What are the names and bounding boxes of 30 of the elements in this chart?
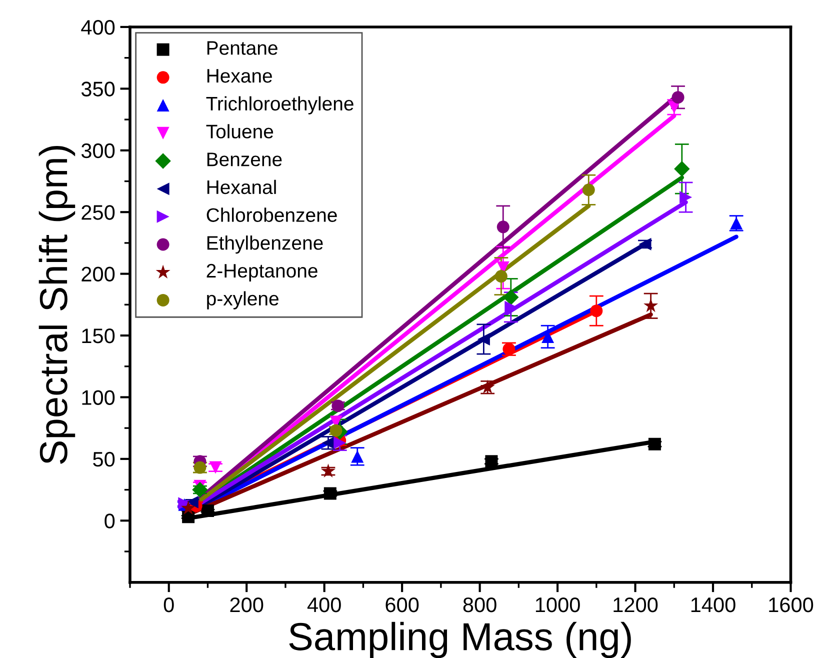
legend-label: Pentane bbox=[207, 41, 278, 55]
legend-label: Hexane bbox=[207, 69, 272, 83]
legend-label: Toluene bbox=[206, 124, 274, 138]
legend-label: Hexanal bbox=[207, 180, 276, 194]
legend-label: Trichloroethylene bbox=[206, 96, 354, 114]
y-tick-label: 50 bbox=[93, 452, 115, 467]
y-tick-label: 100 bbox=[82, 390, 115, 405]
y-tick-label: 250 bbox=[82, 205, 115, 220]
legend-label: Ethylbenzene bbox=[207, 236, 323, 254]
x-tick-label: 1200 bbox=[614, 597, 658, 612]
legend-label: p-xylene bbox=[207, 291, 278, 310]
y-tick-label: 300 bbox=[81, 143, 115, 158]
legend-label: Chlorobenzene bbox=[206, 208, 337, 222]
x-tick-label: 1600 bbox=[769, 597, 814, 612]
x-tick-label: 400 bbox=[307, 597, 341, 612]
x-tick-label: 1000 bbox=[536, 597, 580, 612]
legend-label: Benzene bbox=[207, 152, 282, 166]
x-tick-label: 800 bbox=[463, 597, 496, 612]
y-tick-label: 0 bbox=[104, 514, 115, 528]
y-axis-title: Spectral Shift (pm) bbox=[38, 146, 76, 464]
x-tick-label: 600 bbox=[386, 597, 419, 612]
y-tick-label: 400 bbox=[81, 20, 115, 35]
y-tick-label: 150 bbox=[82, 328, 115, 344]
x-tick-label: 0 bbox=[164, 597, 174, 612]
y-tick-label: 200 bbox=[82, 266, 115, 282]
x-tick-label: 1400 bbox=[691, 597, 736, 612]
legend-label: 2-Heptanone bbox=[206, 264, 318, 282]
x-tick-label: 200 bbox=[230, 597, 264, 612]
y-tick-label: 350 bbox=[81, 82, 115, 96]
x-axis-title: Sampling Mass (ng) bbox=[289, 622, 631, 658]
